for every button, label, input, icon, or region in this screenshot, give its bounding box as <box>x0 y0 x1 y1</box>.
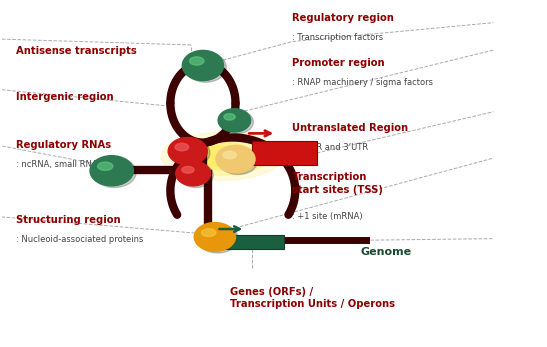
Ellipse shape <box>223 151 236 159</box>
Ellipse shape <box>97 162 113 170</box>
Ellipse shape <box>201 229 216 237</box>
Ellipse shape <box>90 156 133 186</box>
Ellipse shape <box>189 57 204 65</box>
Ellipse shape <box>93 158 136 188</box>
Text: : Transcription factors: : Transcription factors <box>293 33 383 42</box>
Text: Intergenic region: Intergenic region <box>16 92 113 102</box>
Text: Genome: Genome <box>360 247 411 257</box>
Ellipse shape <box>194 222 236 251</box>
Text: Untranslated Region: Untranslated Region <box>293 123 409 133</box>
Text: Promoter region: Promoter region <box>293 58 385 68</box>
Text: Genes (ORFs) /
Transcription Units / Operons: Genes (ORFs) / Transcription Units / Ope… <box>230 287 395 309</box>
Ellipse shape <box>176 161 211 186</box>
Ellipse shape <box>187 143 257 170</box>
Ellipse shape <box>224 114 235 120</box>
Ellipse shape <box>168 137 207 165</box>
Ellipse shape <box>182 167 194 173</box>
Text: : RNAP machinery / sigma factors: : RNAP machinery / sigma factors <box>293 77 434 86</box>
Ellipse shape <box>174 137 270 175</box>
Text: Regulatory RNAs: Regulatory RNAs <box>16 140 111 150</box>
Ellipse shape <box>197 224 238 253</box>
Ellipse shape <box>219 147 258 175</box>
Ellipse shape <box>216 145 255 173</box>
Ellipse shape <box>161 132 283 180</box>
Text: Transcription
start sites (TSS): Transcription start sites (TSS) <box>293 172 383 195</box>
Bar <box>252 141 317 165</box>
Text: Regulatory region: Regulatory region <box>293 13 394 23</box>
Ellipse shape <box>221 110 253 134</box>
Ellipse shape <box>196 146 248 167</box>
Ellipse shape <box>218 109 251 132</box>
Bar <box>219 235 284 249</box>
Text: Antisense transcripts: Antisense transcripts <box>16 45 136 56</box>
Text: : 5’UTR and 3’UTR: : 5’UTR and 3’UTR <box>293 143 369 152</box>
Ellipse shape <box>185 52 226 82</box>
Text: Structuring region: Structuring region <box>16 215 120 225</box>
Ellipse shape <box>182 50 224 81</box>
Ellipse shape <box>178 163 213 188</box>
Text: : +1 site (mRNA): : +1 site (mRNA) <box>293 212 363 221</box>
Text: : ncRNA, small RNAs: : ncRNA, small RNAs <box>16 160 102 169</box>
Text: : Nucleoid-associated proteins: : Nucleoid-associated proteins <box>16 235 143 244</box>
Ellipse shape <box>175 143 189 151</box>
Ellipse shape <box>171 139 210 167</box>
